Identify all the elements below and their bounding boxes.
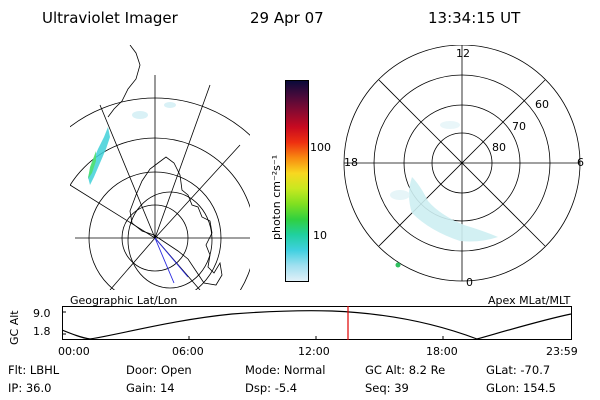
- mlt-label-0: 0: [466, 276, 473, 289]
- info-dsp: Dsp: -5.4: [245, 381, 298, 395]
- aurora-emission: [88, 102, 176, 185]
- lat-label-80: 80: [492, 141, 506, 154]
- colorbar-tick-100: 100: [310, 141, 331, 154]
- time-tick-1: 06:00: [172, 345, 204, 358]
- magnetic-polar-plot: [343, 45, 581, 282]
- info-ip: IP: 36.0: [8, 381, 52, 395]
- colorbar-unit-label: photon cm⁻²s⁻¹: [270, 154, 283, 240]
- lat-circle: [70, 97, 250, 136]
- time-tick-2: 12:00: [298, 345, 330, 358]
- colorbar: [285, 80, 309, 282]
- altitude-tick-low: 1.8: [33, 325, 51, 338]
- mlt-label-6: 6: [577, 156, 584, 169]
- magnetic-caption: Apex MLat/MLT: [488, 294, 571, 307]
- time-tick-3: 18:00: [426, 345, 458, 358]
- altitude-y-label: GC Alt: [8, 310, 21, 345]
- time-tick-4: 23:59: [546, 345, 578, 358]
- info-glon: GLon: 154.5: [486, 381, 556, 395]
- mlt-label-12: 12: [456, 47, 470, 60]
- info-seq: Seq: 39: [365, 381, 409, 395]
- fov-ellipse: [127, 191, 213, 289]
- continent-outline: [129, 156, 223, 286]
- mlt-label-18: 18: [344, 156, 358, 169]
- lat-label-60: 60: [535, 98, 549, 111]
- altitude-tick-high: 9.0: [33, 307, 51, 320]
- instrument-title: Ultraviolet Imager: [42, 9, 178, 27]
- time-tick-0: 00:00: [58, 345, 90, 358]
- geographic-map: [70, 45, 250, 290]
- info-flt: Flt: LBHL: [8, 363, 60, 377]
- geographic-caption: Geographic Lat/Lon: [70, 294, 178, 307]
- info-door: Door: Open: [126, 363, 192, 377]
- info-gain: Gain: 14: [126, 381, 175, 395]
- lat-label-70: 70: [512, 120, 526, 133]
- time-label: 13:34:15 UT: [428, 9, 521, 27]
- info-mode: Mode: Normal: [245, 363, 326, 377]
- info-glat: GLat: -70.7: [486, 363, 551, 377]
- coastline: [107, 45, 141, 118]
- colorbar-tick-10: 10: [313, 229, 327, 242]
- info-gc-alt: GC Alt: 8.2 Re: [365, 363, 446, 377]
- date-label: 29 Apr 07: [250, 9, 324, 27]
- altitude-curve: [62, 310, 572, 340]
- altitude-plot: [62, 306, 572, 340]
- auroral-oval: [390, 121, 498, 268]
